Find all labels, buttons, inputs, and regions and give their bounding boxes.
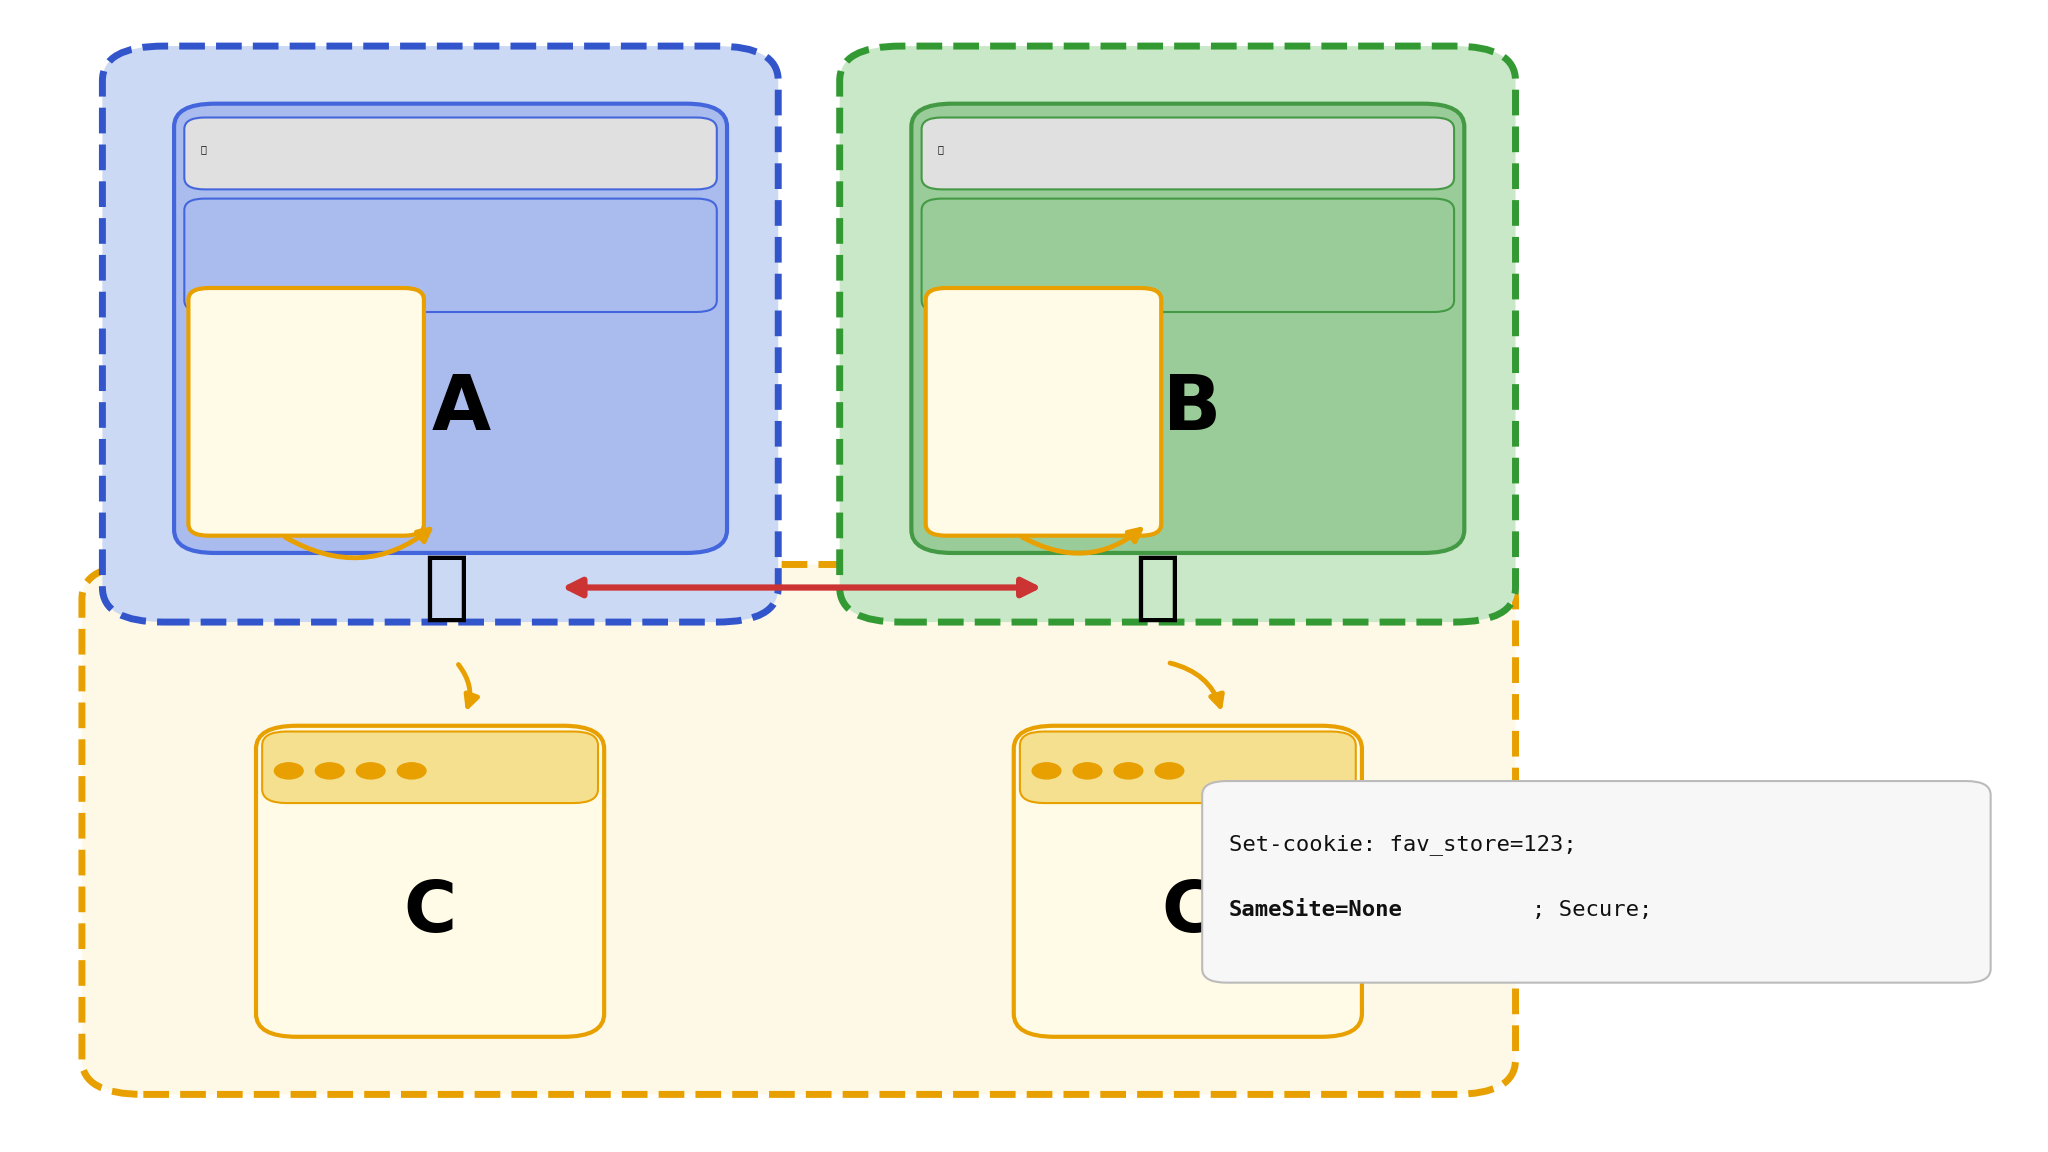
Circle shape xyxy=(397,763,426,779)
Text: B: B xyxy=(1163,372,1221,446)
FancyBboxPatch shape xyxy=(1202,781,1991,983)
FancyBboxPatch shape xyxy=(174,104,727,553)
Text: A: A xyxy=(432,372,489,446)
Circle shape xyxy=(1032,763,1061,779)
Circle shape xyxy=(1114,763,1143,779)
FancyBboxPatch shape xyxy=(922,198,1454,312)
Circle shape xyxy=(315,763,344,779)
Text: SameSite=None: SameSite=None xyxy=(1229,900,1403,920)
Circle shape xyxy=(356,763,385,779)
FancyBboxPatch shape xyxy=(262,732,598,803)
FancyBboxPatch shape xyxy=(256,726,604,1037)
Circle shape xyxy=(1155,763,1184,779)
FancyBboxPatch shape xyxy=(926,288,1161,536)
Text: 🔒: 🔒 xyxy=(938,144,944,154)
Circle shape xyxy=(1073,763,1102,779)
FancyBboxPatch shape xyxy=(1020,732,1356,803)
Text: C: C xyxy=(403,878,457,947)
FancyBboxPatch shape xyxy=(184,198,717,312)
Text: 🍪: 🍪 xyxy=(1135,551,1180,624)
Circle shape xyxy=(274,763,303,779)
Text: 🔒: 🔒 xyxy=(201,144,207,154)
Text: 🍪: 🍪 xyxy=(424,551,469,624)
Text: C: C xyxy=(1161,878,1214,947)
FancyBboxPatch shape xyxy=(102,46,778,622)
Text: Set-cookie: fav_store=123;: Set-cookie: fav_store=123; xyxy=(1229,834,1577,855)
Text: ; Secure;: ; Secure; xyxy=(1532,900,1653,920)
FancyBboxPatch shape xyxy=(184,118,717,189)
FancyBboxPatch shape xyxy=(840,46,1516,622)
FancyBboxPatch shape xyxy=(911,104,1464,553)
FancyBboxPatch shape xyxy=(188,288,424,536)
FancyBboxPatch shape xyxy=(1014,726,1362,1037)
FancyBboxPatch shape xyxy=(922,118,1454,189)
FancyBboxPatch shape xyxy=(82,564,1516,1094)
